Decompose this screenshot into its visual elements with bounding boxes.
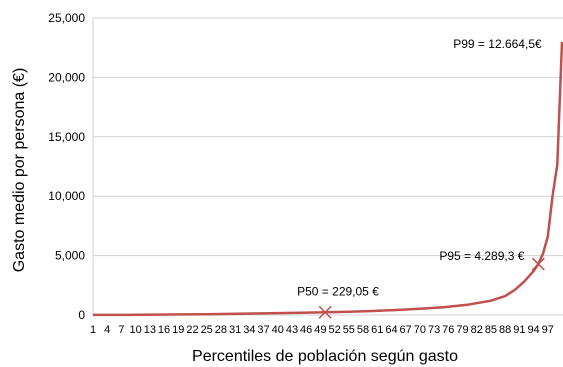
y-axis-ticks: 0 5,000 10,000 15,000 20,000 25,000: [48, 11, 85, 322]
x-tick-label: 82: [471, 324, 483, 336]
annotation-label: P99 = 12.664,5€: [453, 37, 542, 51]
x-tick-label: 46: [300, 324, 312, 336]
x-tick-label: 70: [414, 324, 426, 336]
y-tick-label: 15,000: [48, 130, 85, 144]
x-tick-label: 97: [542, 324, 554, 336]
x-tick-label: 28: [215, 324, 227, 336]
y-tick-label: 0: [78, 308, 85, 322]
annotation-label: P95 = 4.289,3 €: [439, 249, 524, 263]
x-tick-label: 58: [357, 324, 369, 336]
x-axis-ticks: 1 4 7 10 13 16 19 22 25 28 31 34 37 40 43 46 49 52 55 58 61 6…: [90, 324, 554, 336]
x-tick-label: 91: [513, 324, 525, 336]
y-tick-label: 10,000: [48, 189, 85, 203]
x-tick-label: 88: [499, 324, 511, 336]
x-tick-label: 25: [201, 324, 213, 336]
x-tick-label: 4: [104, 324, 110, 336]
y-tick-label: 20,000: [48, 70, 85, 84]
x-tick-label: 73: [428, 324, 440, 336]
y-tick-label: 5,000: [55, 249, 85, 263]
x-tick-label: 37: [257, 324, 269, 336]
x-tick-label: 76: [442, 324, 454, 336]
gridlines: [92, 17, 563, 316]
x-tick-label: 52: [328, 324, 340, 336]
series-line: [93, 41, 563, 317]
x-tick-label: 85: [485, 324, 497, 336]
x-tick-label: 61: [371, 324, 383, 336]
x-tick-label: 16: [158, 324, 170, 336]
x-tick-label: 49: [314, 324, 326, 336]
annotation-markers: P50 = 229,05 € P95 = 4.289,3 € P99 = 12.66…: [297, 37, 545, 319]
x-tick-label: 19: [172, 324, 184, 336]
x-tick-label: 22: [186, 324, 198, 336]
x-tick-label: 64: [385, 324, 397, 336]
x-tick-label: 7: [118, 324, 124, 336]
x-tick-label: 67: [400, 324, 412, 336]
x-axis-title: Percentiles de población según gasto: [192, 348, 458, 365]
x-tick-label: 10: [130, 324, 142, 336]
x-tick-label: 1: [90, 324, 96, 336]
x-tick-label: 34: [243, 324, 255, 336]
y-axis-title: Gasto medio por persona (€): [11, 68, 28, 273]
x-tick-label: 43: [286, 324, 298, 336]
marker-x: [531, 257, 545, 271]
x-tick-label: 13: [144, 324, 156, 336]
y-tick-label: 25,000: [48, 11, 85, 25]
annotation-label: P50 = 229,05 €: [297, 284, 379, 298]
x-tick-label: 31: [229, 324, 241, 336]
x-tick-label: 94: [527, 324, 539, 336]
x-tick-label: 55: [343, 324, 355, 336]
x-tick-label: 40: [272, 324, 284, 336]
marker-x: [318, 305, 332, 319]
x-tick-label: 79: [456, 324, 468, 336]
